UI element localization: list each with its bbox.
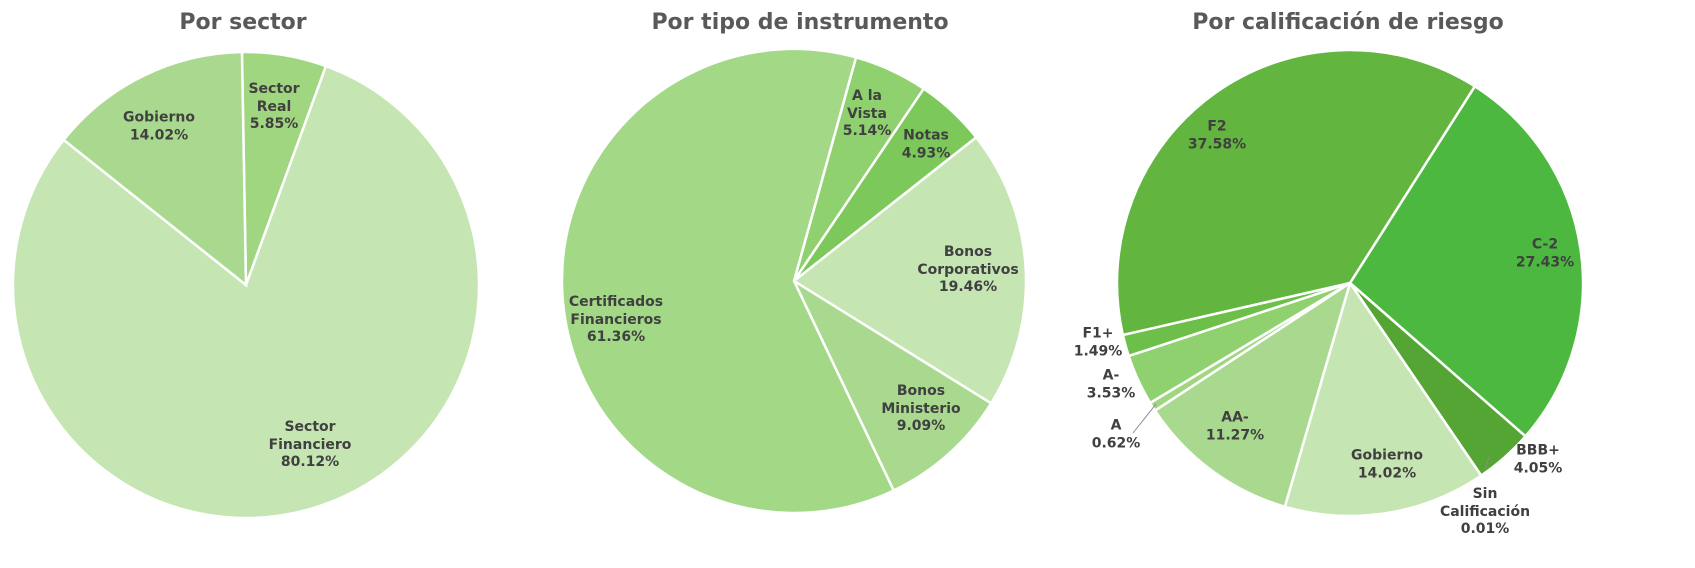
pie-slice bbox=[560, 47, 896, 515]
category-label: A la Vista bbox=[847, 87, 887, 122]
value-label: 0.62% bbox=[1091, 435, 1141, 451]
slice-label: Bonos Corporativos 19.46% bbox=[917, 244, 1018, 297]
value-label: 61.36% bbox=[586, 328, 646, 345]
category-label: Notas bbox=[903, 127, 949, 144]
chart-title: Por calificación de riesgo bbox=[1192, 10, 1504, 35]
category-label: BBB+ bbox=[1516, 442, 1560, 459]
value-label: 5.14% bbox=[842, 122, 892, 139]
slice-label: Notas 4.93% bbox=[902, 128, 951, 163]
value-label: 11.27% bbox=[1205, 427, 1265, 443]
leader-line bbox=[1484, 456, 1490, 471]
value-label: 5.85% bbox=[249, 115, 299, 132]
slice-label: BBB+ 4.05% bbox=[1514, 443, 1563, 478]
chart-title: Por tipo de instrumento bbox=[651, 10, 949, 35]
pie-slice bbox=[791, 277, 993, 493]
pie-slice bbox=[61, 50, 248, 288]
category-label: Bonos Corporativos bbox=[917, 243, 1019, 278]
category-label: F2 bbox=[1207, 118, 1227, 135]
value-label: 14.02% bbox=[1357, 465, 1417, 481]
slice-label: Gobierno 14.02% bbox=[123, 110, 195, 145]
category-label: C-2 bbox=[1531, 236, 1559, 253]
category-label: AA- bbox=[1221, 409, 1249, 426]
category-label: Gobierno bbox=[1351, 447, 1423, 464]
slice-label: A- 3.53% bbox=[1087, 368, 1136, 403]
slice-label: F2 37.58% bbox=[1188, 119, 1246, 154]
slice-label: C-2 27.43% bbox=[1516, 237, 1574, 272]
slice-label: Gobierno 14.02% bbox=[1351, 448, 1423, 483]
category-label: Certificados Financieros bbox=[568, 293, 664, 328]
value-label: 0.01% bbox=[1460, 520, 1510, 537]
slice-label: F1+ 1.49% bbox=[1074, 326, 1123, 361]
pie-slice bbox=[11, 64, 481, 520]
value-label: 14.02% bbox=[129, 127, 189, 143]
slice-label: Sin Calificación 0.01% bbox=[1440, 486, 1530, 539]
slice-label: A 0.62% bbox=[1092, 418, 1141, 453]
value-label: 4.93% bbox=[901, 145, 951, 161]
leader-line bbox=[1132, 403, 1157, 434]
slice-label: AA- 11.27% bbox=[1206, 410, 1264, 445]
slice-label: Sector Financiero 80.12% bbox=[269, 419, 352, 472]
slice-label: Sector Real 5.85% bbox=[248, 81, 299, 134]
category-label: Gobierno bbox=[123, 109, 195, 126]
value-label: 27.43% bbox=[1515, 254, 1575, 270]
slice-label: A la Vista 5.14% bbox=[843, 88, 892, 141]
value-label: 37.58% bbox=[1187, 136, 1247, 152]
category-label: Sector Real bbox=[248, 80, 300, 115]
value-label: 80.12% bbox=[280, 453, 340, 470]
value-label: 4.05% bbox=[1513, 460, 1563, 476]
slice-label: Bonos Ministerio 9.09% bbox=[881, 383, 960, 436]
pie-slice bbox=[791, 135, 1028, 406]
value-label: 3.53% bbox=[1086, 385, 1136, 401]
slice-label: Certificados Financieros 61.36% bbox=[569, 294, 663, 347]
category-label: Sector Financiero bbox=[268, 418, 352, 453]
category-label: A- bbox=[1102, 367, 1120, 384]
value-label: 1.49% bbox=[1073, 343, 1123, 359]
category-label: Sin Calificación bbox=[1439, 485, 1531, 520]
value-label: 19.46% bbox=[938, 278, 998, 295]
chart-title: Por sector bbox=[179, 10, 307, 35]
pie-slice bbox=[1115, 48, 1477, 337]
category-label: F1+ bbox=[1082, 325, 1114, 342]
category-label: A bbox=[1110, 417, 1122, 434]
value-label: 9.09% bbox=[896, 417, 946, 434]
pie-slice bbox=[1348, 84, 1585, 439]
pie-slice bbox=[1153, 280, 1353, 509]
category-label: Bonos Ministerio bbox=[881, 382, 961, 417]
